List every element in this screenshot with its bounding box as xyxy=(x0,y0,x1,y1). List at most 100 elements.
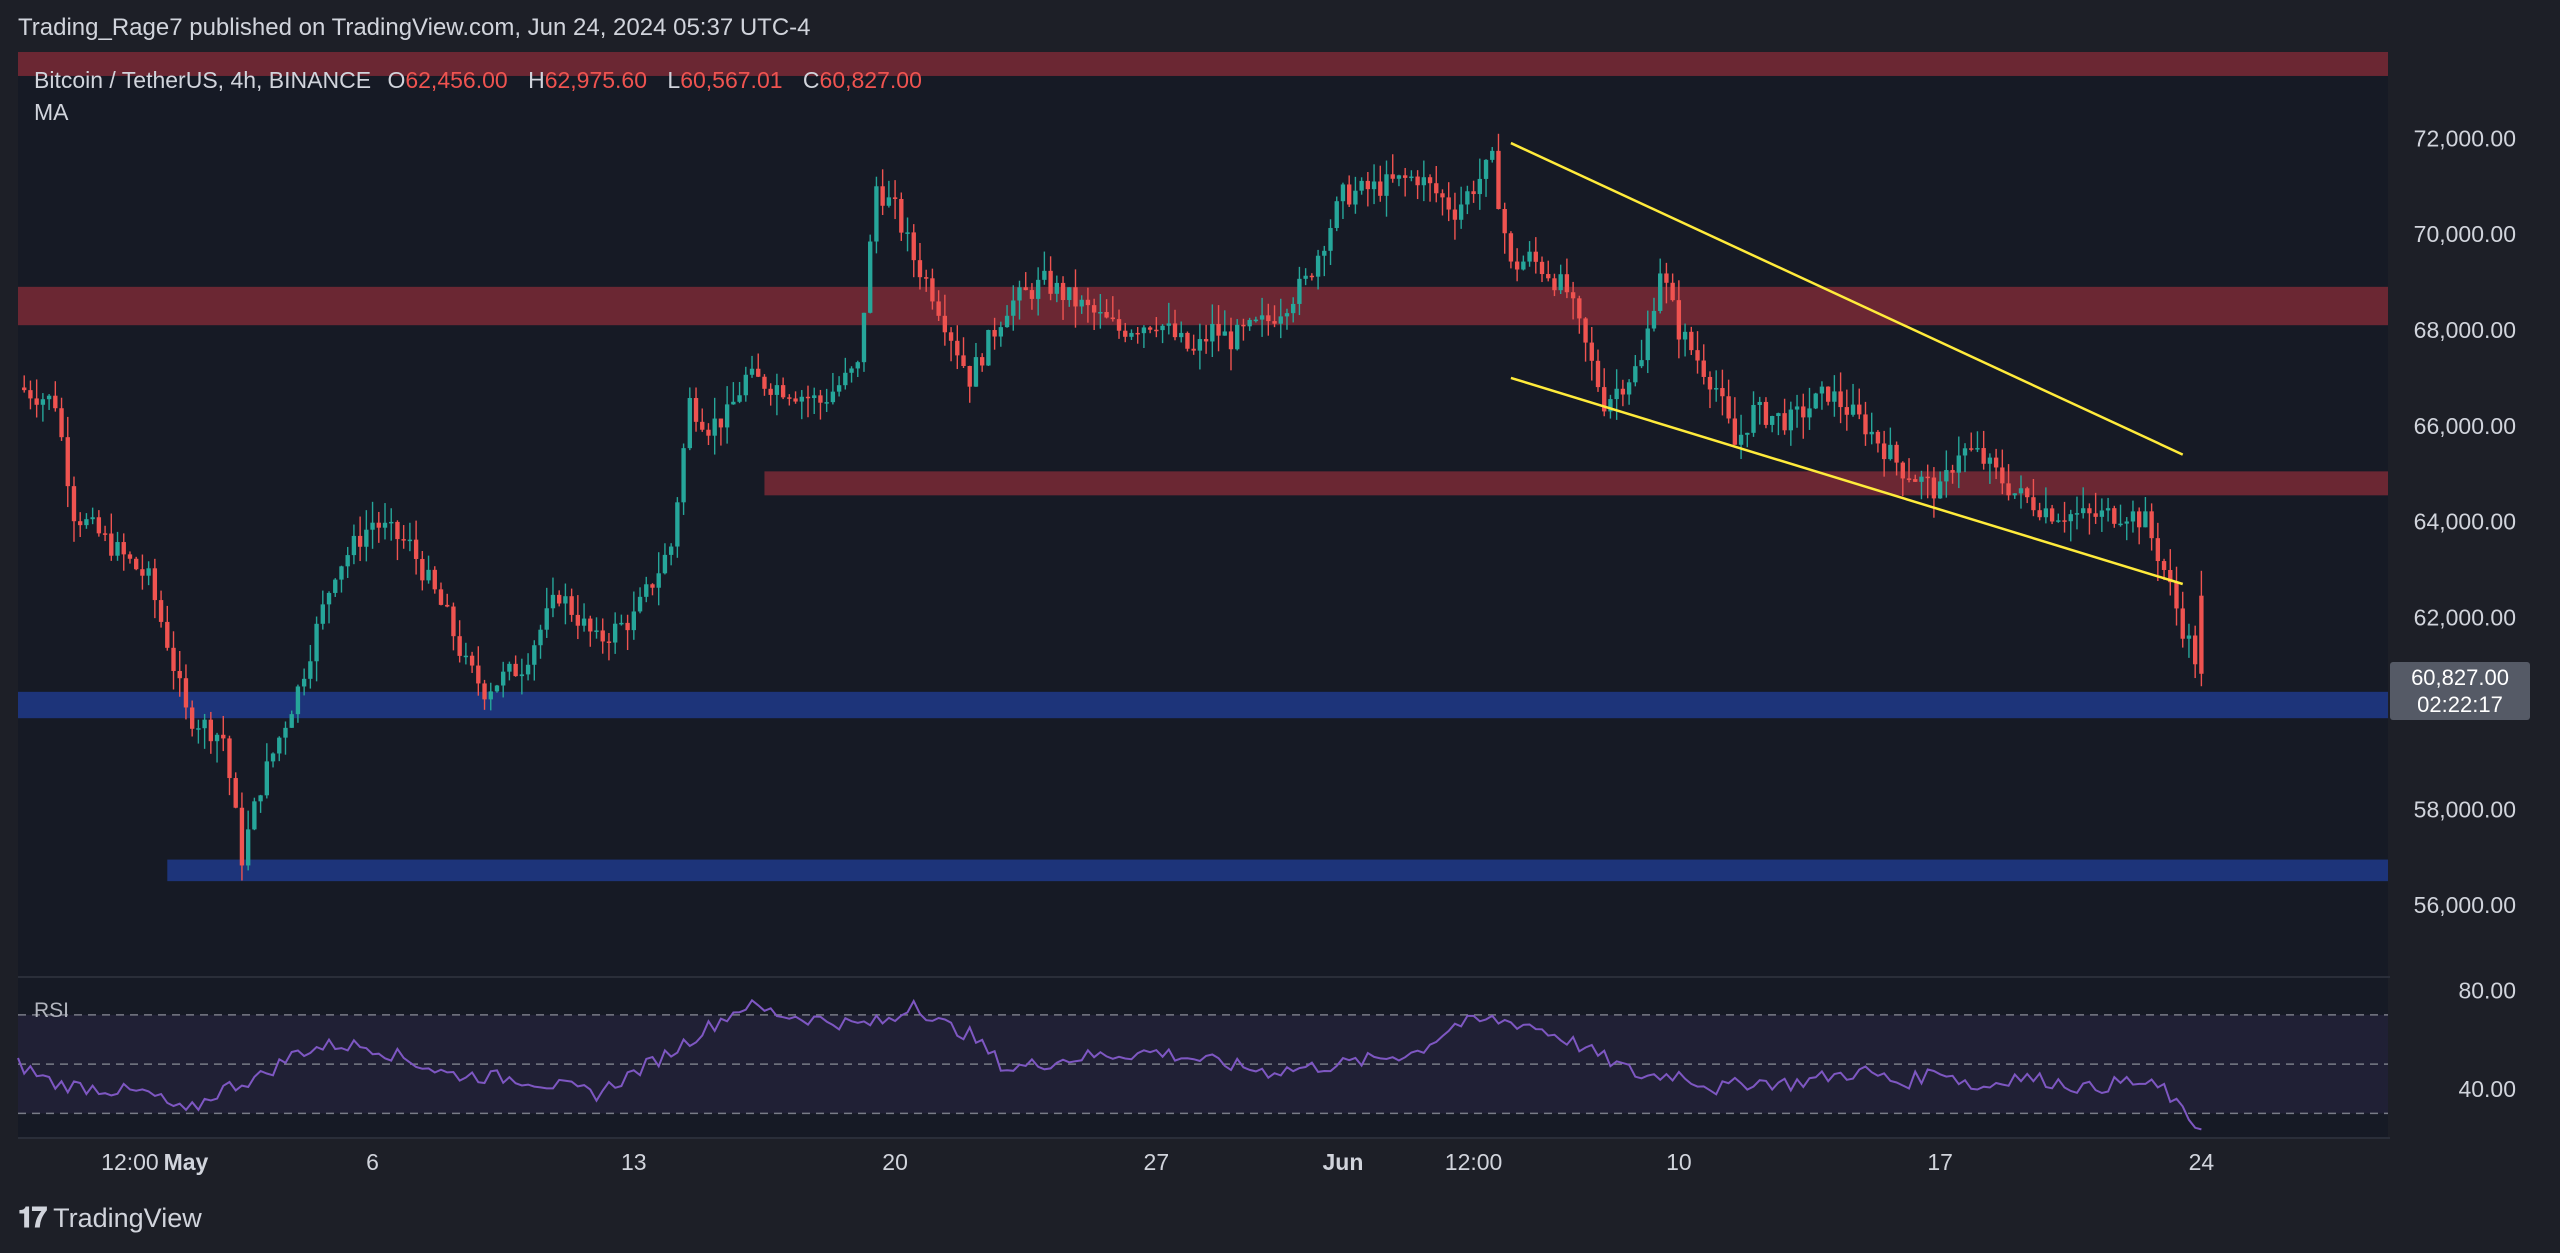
rsi-tick-label: 40.00 xyxy=(2458,1076,2516,1102)
candle-body xyxy=(2143,511,2148,528)
candle-body xyxy=(370,522,375,530)
candle-body xyxy=(606,641,612,643)
candle-body xyxy=(189,707,195,729)
candle-body xyxy=(1315,255,1321,277)
candle-body xyxy=(1720,388,1725,397)
candle-body xyxy=(345,555,350,567)
tradingview-logo[interactable]: 𝟏𝟕 TradingView xyxy=(18,1202,202,1235)
ma-indicator-label[interactable]: MA xyxy=(34,99,69,125)
candle-body xyxy=(1714,388,1719,390)
rsi-indicator[interactable]: 80.00 40.00 xyxy=(17,977,2516,1131)
candle-body xyxy=(1564,274,1570,293)
candle-body xyxy=(1185,332,1190,349)
candle-body xyxy=(314,623,319,662)
candle-body xyxy=(1023,287,1028,291)
candle-body xyxy=(2025,488,2030,498)
candle-body xyxy=(1465,191,1470,205)
rsi-label: RSI xyxy=(34,999,69,1022)
open-value: 62,456.00 xyxy=(405,67,507,93)
candle-body xyxy=(2037,510,2042,518)
candle-body xyxy=(1881,443,1887,460)
candle-body xyxy=(320,604,325,624)
candle-body xyxy=(1458,204,1464,220)
candle-body xyxy=(1079,299,1084,307)
candle-body xyxy=(1651,310,1657,329)
candle-body xyxy=(1850,404,1856,415)
candle-body xyxy=(1751,404,1756,433)
candle-body xyxy=(955,340,960,356)
price-tick-label: 58,000.00 xyxy=(2414,796,2516,822)
candle-body xyxy=(2087,508,2092,514)
resistance-zone xyxy=(18,286,2388,326)
candle-body xyxy=(501,671,506,686)
candle-body xyxy=(1844,407,1849,415)
candle-body xyxy=(1626,382,1632,395)
candle-body xyxy=(656,573,661,588)
candle-body xyxy=(737,395,742,402)
candle-body xyxy=(488,691,493,700)
candle-body xyxy=(967,366,972,387)
candle-body xyxy=(1378,181,1383,196)
candle-body xyxy=(357,535,363,547)
candle-body xyxy=(1726,396,1731,419)
price-axis[interactable]: 72,000.00 70,000.00 68,000.00 66,000.00 64,0… xyxy=(2414,125,2516,918)
time-axis[interactable]: 12:00 May 6 13 20 27 Jun 12:00 10 17 24 xyxy=(101,1149,2214,1175)
candle-body xyxy=(1035,279,1041,299)
price-tick-label: 62,000.00 xyxy=(2414,605,2516,631)
candle-body xyxy=(1913,479,1918,482)
candle-body xyxy=(1645,328,1650,361)
candle-body xyxy=(451,606,456,637)
trendlines-group[interactable] xyxy=(1510,141,2184,586)
candle-body xyxy=(1154,329,1159,332)
candle-body xyxy=(1421,177,1427,186)
candle-body xyxy=(2081,508,2086,514)
candle-body xyxy=(1595,360,1601,388)
candle-body xyxy=(1583,318,1588,343)
candle-body xyxy=(1838,391,1843,408)
candles-group[interactable] xyxy=(22,133,2204,881)
candle-body xyxy=(1701,360,1706,377)
candle-body xyxy=(1695,350,1700,361)
candle-body xyxy=(563,596,568,604)
candle-body xyxy=(948,332,954,341)
candle-body xyxy=(930,278,935,302)
candle-body xyxy=(1197,339,1203,351)
symbol-legend[interactable]: Bitcoin / TetherUS, 4h, BINANCE O62,456.… xyxy=(34,67,922,93)
candle-body xyxy=(1434,183,1439,194)
candle-body xyxy=(668,546,674,555)
candle-body xyxy=(146,568,151,576)
candle-body xyxy=(986,330,991,366)
candle-body xyxy=(1471,191,1476,195)
candle-body xyxy=(1863,414,1868,435)
main-pane[interactable] xyxy=(18,52,2388,977)
candle-body xyxy=(1334,201,1339,228)
candle-body xyxy=(774,385,780,395)
candle-body xyxy=(469,655,475,666)
candle-body xyxy=(1570,292,1576,299)
candle-body xyxy=(96,517,102,534)
candle-body xyxy=(208,719,214,742)
candle-body xyxy=(227,738,232,779)
price-tag-box xyxy=(2390,662,2530,720)
candle-body xyxy=(1496,150,1501,209)
candle-body xyxy=(1129,332,1134,337)
time-tick-label: 17 xyxy=(1927,1149,1953,1175)
candle-body xyxy=(805,396,811,399)
candle-body xyxy=(942,315,948,333)
rsi-tick-label: 80.00 xyxy=(2458,977,2516,1003)
candle-body xyxy=(1147,327,1153,330)
candle-body xyxy=(1552,278,1557,291)
candle-body xyxy=(687,398,692,449)
candle-body xyxy=(519,674,525,677)
candle-body xyxy=(65,437,70,487)
candle-body xyxy=(1969,448,1974,450)
price-tick-label: 66,000.00 xyxy=(2414,413,2516,439)
candle-body xyxy=(1993,457,1999,468)
price-tag-value: 60,827.00 xyxy=(2411,665,2509,690)
candle-body xyxy=(158,600,164,622)
candle-body xyxy=(1017,287,1022,301)
candle-body xyxy=(127,554,133,559)
candle-body xyxy=(196,728,201,730)
candle-body xyxy=(1769,416,1775,425)
